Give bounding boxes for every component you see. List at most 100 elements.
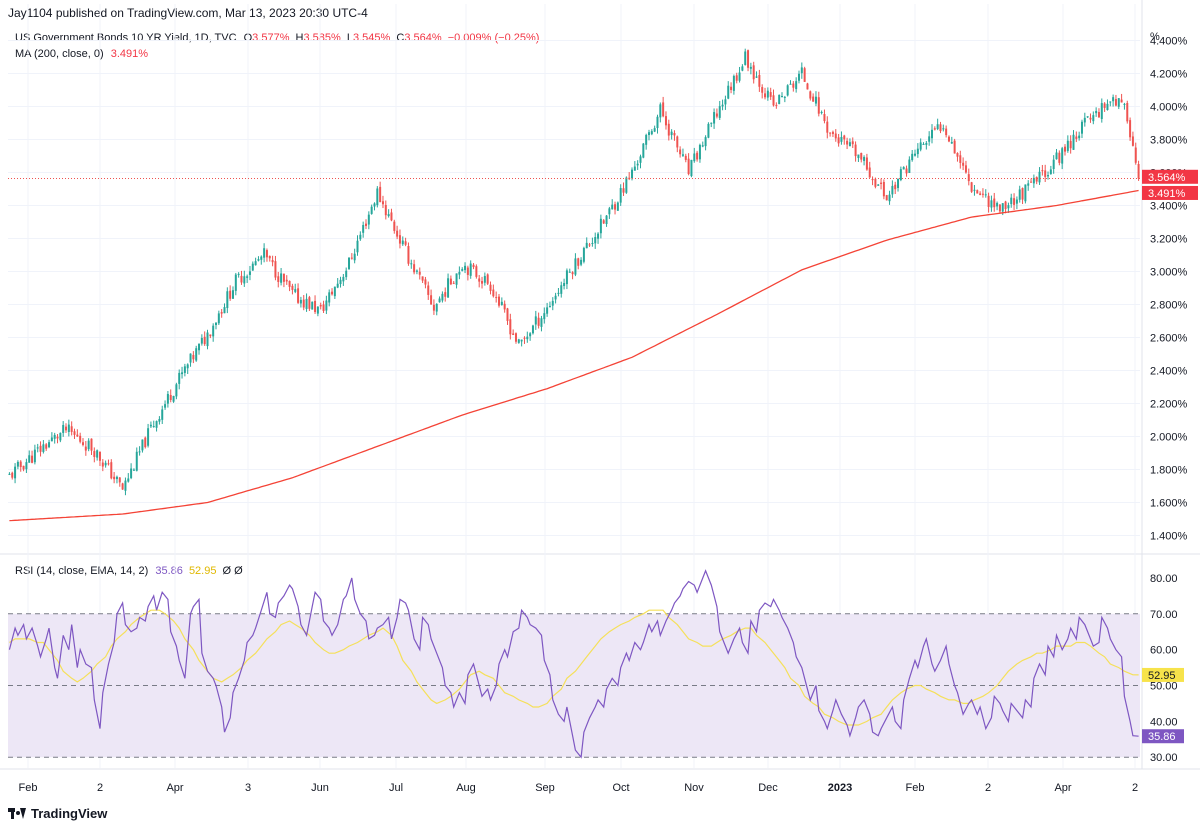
candle-body [387, 214, 390, 217]
candle-body [888, 194, 891, 202]
candle-body [897, 178, 900, 188]
candle-body [398, 235, 401, 244]
candle-body [928, 136, 931, 142]
ma200-line [9, 189, 1139, 522]
candle-body [631, 169, 634, 179]
candle-body [223, 307, 226, 314]
candle-body [84, 446, 87, 451]
candle-body [718, 106, 721, 118]
candle-body [792, 83, 795, 88]
candle-body [962, 162, 965, 166]
x-tick-label: 2023 [828, 782, 852, 794]
candle-body [933, 128, 936, 130]
candle-body [837, 137, 840, 144]
candle-body [308, 297, 311, 309]
candle-body [1004, 201, 1007, 210]
candle-body [981, 193, 984, 195]
candle-body [1078, 135, 1081, 139]
candle-body [322, 304, 325, 311]
candle-body [65, 426, 68, 431]
ma-legend[interactable]: MA (200, close, 0) 3.491% [15, 48, 148, 60]
candle-body [1120, 99, 1123, 103]
candle-body [367, 214, 370, 225]
candle-body [877, 184, 880, 186]
candle-body [1038, 171, 1041, 183]
candle-body [240, 275, 243, 283]
candle-body [1027, 183, 1030, 186]
candle-body [778, 94, 781, 105]
candle-body [574, 258, 577, 275]
candle-body [498, 296, 501, 306]
rsi-tick-label: 50.00 [1150, 681, 1178, 693]
y-tick-label: 2.400% [1150, 366, 1188, 378]
candle-body [696, 152, 699, 160]
candle-body [543, 313, 546, 320]
candle-body [749, 66, 752, 69]
x-tick-label: Feb [906, 782, 925, 794]
candle-body [475, 266, 478, 277]
candle-body [135, 451, 138, 471]
candle-body [1069, 140, 1072, 149]
y-tick-label: 3.800% [1150, 135, 1188, 147]
candle-body [806, 83, 809, 90]
y-tick-label: 4.400% [1150, 36, 1188, 48]
y-tick-label: 1.400% [1150, 531, 1188, 543]
candle-body [1129, 120, 1132, 138]
candle-body [183, 366, 186, 373]
candle-body [809, 91, 812, 99]
candle-body [48, 442, 51, 448]
rsi-tick-label: 80.00 [1150, 573, 1178, 585]
candle-body [899, 169, 902, 180]
candle-body [639, 156, 642, 163]
tradingview-brand[interactable]: TradingView [8, 806, 107, 821]
candle-body [698, 144, 701, 160]
candle-body [914, 153, 917, 156]
candle-body [229, 290, 232, 299]
candle-body [710, 122, 713, 124]
candle-body [76, 434, 79, 437]
candle-body [554, 295, 557, 300]
rsi-tick-label: 60.00 [1150, 645, 1178, 657]
candle-body [455, 273, 458, 285]
candle-body [1049, 169, 1052, 175]
candle-body [880, 182, 883, 184]
candle-body [186, 364, 189, 369]
candle-body [919, 142, 922, 150]
candle-body [1137, 164, 1140, 179]
candle-body [373, 203, 376, 207]
candle-body [28, 455, 31, 463]
candle-body [254, 261, 257, 266]
candle-body [130, 468, 133, 479]
candle-body [851, 141, 854, 145]
candle-body [687, 158, 690, 175]
candle-body [987, 195, 990, 207]
rsi-legend[interactable]: RSI (14, close, EMA, 14, 2) 35.86 52.95 … [15, 565, 243, 577]
candle-body [721, 104, 724, 107]
candle-body [591, 242, 594, 244]
candle-body [90, 438, 93, 451]
candle-body [291, 285, 294, 290]
candle-body [1001, 203, 1004, 212]
candle-body [871, 179, 874, 181]
candle-body [144, 437, 147, 448]
candle-body [902, 167, 905, 170]
candle-body [1086, 116, 1089, 118]
candle-body [1030, 181, 1033, 183]
candle-body [81, 442, 84, 445]
rsi-label: RSI (14, close, EMA, 14, 2) [15, 565, 149, 577]
candle-body [42, 444, 45, 452]
candle-body [679, 149, 682, 155]
candle-body [707, 123, 710, 138]
candle-body [452, 282, 455, 284]
candle-body [178, 372, 181, 384]
rsi-badge-bg [1142, 729, 1184, 744]
ma-price-badge-bg [1142, 185, 1198, 200]
candle-body [62, 424, 65, 433]
candle-body [970, 182, 973, 192]
candle-body [98, 452, 101, 461]
candle-body [248, 271, 251, 275]
candle-body [577, 258, 580, 266]
candle-body [764, 93, 767, 98]
candle-body [1114, 99, 1117, 106]
